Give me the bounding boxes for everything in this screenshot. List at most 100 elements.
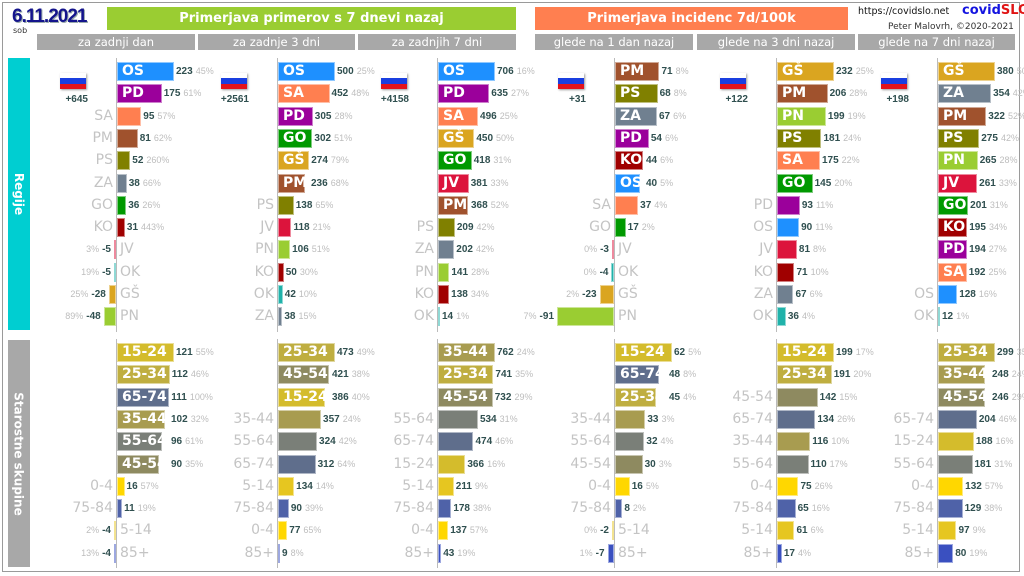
region-value: 223 45% — [176, 66, 214, 77]
age-percent: 24% — [342, 413, 361, 424]
age-value: 30 3% — [644, 458, 672, 470]
age-value: 61 6% — [796, 525, 824, 537]
region-bar-SA — [777, 151, 820, 171]
region-percent: 68% — [330, 177, 349, 188]
region-bar-GŠ — [938, 62, 995, 81]
site-url[interactable]: https://covidslo.net — [858, 6, 950, 17]
region-value: 12 1% — [942, 311, 970, 323]
total-delta: +31 — [569, 94, 586, 105]
age-percent: 4% — [683, 391, 697, 402]
age-percent: 14% — [315, 480, 334, 491]
region-value: 199 19% — [827, 110, 866, 122]
region-percent: 443% — [141, 222, 165, 233]
age-value: 110 17% — [810, 458, 848, 470]
age-percent: 4% — [660, 436, 674, 447]
region-bar-KO — [117, 218, 125, 238]
column-header-1[interactable]: za zadnji dan — [37, 34, 195, 50]
region-bar-GO — [278, 128, 313, 148]
region-bar-JV — [612, 240, 614, 260]
region-label: JV — [943, 174, 960, 191]
region-percent: 7% — [523, 311, 537, 322]
region-percent: 50% — [1016, 66, 1024, 76]
column-header-6[interactable]: glede na 7 dni nazaj — [858, 34, 1015, 50]
age-label: 75-84 — [72, 500, 113, 517]
age-value: 366 16% — [467, 458, 506, 470]
slovenia-flag-icon — [60, 73, 86, 89]
age-value: 90 35% — [171, 458, 204, 470]
region-bar-SA — [438, 106, 479, 126]
region-bar-PD — [615, 128, 649, 148]
age-bar-35-44 — [117, 409, 166, 429]
region-percent: 3% — [86, 244, 100, 255]
age-percent: 26% — [837, 413, 856, 424]
region-label: OS — [122, 63, 144, 79]
age-percent: 15% — [839, 391, 858, 402]
region-bar-PS — [438, 218, 455, 238]
column-header-4[interactable]: glede na 1 dan nazaj — [535, 34, 693, 50]
region-bar-GŠ — [438, 128, 475, 148]
region-percent: 11% — [815, 199, 834, 210]
region-bar-ZA — [278, 307, 283, 327]
author-credit: Peter Malovrh, ©2020-2021 — [888, 22, 1014, 32]
age-value: 102 32% — [171, 413, 209, 425]
age-bar-85+ — [278, 543, 280, 563]
region-percent: 42% — [475, 244, 494, 255]
age-value: 534 31% — [479, 413, 518, 425]
region-percent: 19% — [81, 266, 100, 277]
age-bar-85+ — [438, 543, 442, 563]
region-percent: 34% — [470, 289, 489, 299]
region-axis — [437, 58, 438, 332]
region-label: PS — [95, 152, 113, 169]
region-bar-GŠ — [599, 285, 614, 304]
region-percent: 6% — [809, 289, 823, 299]
age-label: 0-4 — [750, 477, 773, 494]
column-header-5[interactable]: glede na 3 dni nazaj — [697, 34, 855, 50]
region-bar-PM — [438, 195, 468, 215]
region-percent: 25% — [499, 110, 518, 121]
region-value: 68 8% — [659, 88, 687, 100]
slovenia-flag-icon — [881, 73, 907, 89]
region-label: OS — [620, 174, 642, 191]
region-bar-OK — [438, 307, 440, 327]
region-percent: 28% — [471, 266, 490, 277]
region-label: JV — [260, 219, 274, 236]
region-percent: 8% — [675, 66, 689, 76]
region-value: 450 50% — [476, 132, 515, 144]
region-value: 3% -5 — [86, 244, 111, 256]
age-bar-85+ — [777, 543, 782, 563]
region-percent: 24% — [843, 132, 862, 143]
age-bar-25-34 — [615, 387, 657, 407]
region-value: 635 27% — [491, 88, 529, 100]
region-bar-KO — [615, 151, 643, 171]
age-bar-75-84 — [938, 499, 963, 519]
region-label: GO — [443, 152, 467, 169]
region-label: GŠ — [283, 152, 305, 169]
region-bar-GŠ — [777, 62, 834, 81]
column-header-3[interactable]: za zadnjih 7 dni — [358, 34, 516, 50]
region-label: OS — [914, 286, 934, 302]
region-bar-KO — [278, 262, 284, 282]
age-value: 473 49% — [337, 347, 375, 358]
region-bar-OS — [117, 62, 174, 81]
region-value: 192 25% — [968, 266, 1007, 278]
age-bar-5-14 — [612, 521, 614, 541]
region-bar-PN — [777, 106, 826, 126]
age-label: 15-24 — [620, 344, 665, 360]
age-label: 15-24 — [393, 455, 434, 472]
region-value: 206 28% — [829, 88, 868, 100]
age-label: 5-14 — [242, 477, 274, 494]
age-bar-25-34 — [938, 343, 995, 362]
age-value: 324 42% — [319, 436, 357, 448]
column-header-2[interactable]: za zadnje 3 dni — [198, 34, 355, 50]
region-bar-JV — [938, 173, 978, 193]
region-label: KO — [943, 219, 966, 236]
slovenia-flag-icon — [720, 73, 746, 89]
region-label: JV — [120, 241, 134, 258]
region-value: 706 16% — [497, 66, 535, 77]
age-percent: 40% — [351, 391, 370, 402]
region-value: 40 5% — [646, 177, 674, 189]
age-percent: 31% — [499, 413, 518, 424]
region-percent: 11% — [815, 222, 833, 233]
